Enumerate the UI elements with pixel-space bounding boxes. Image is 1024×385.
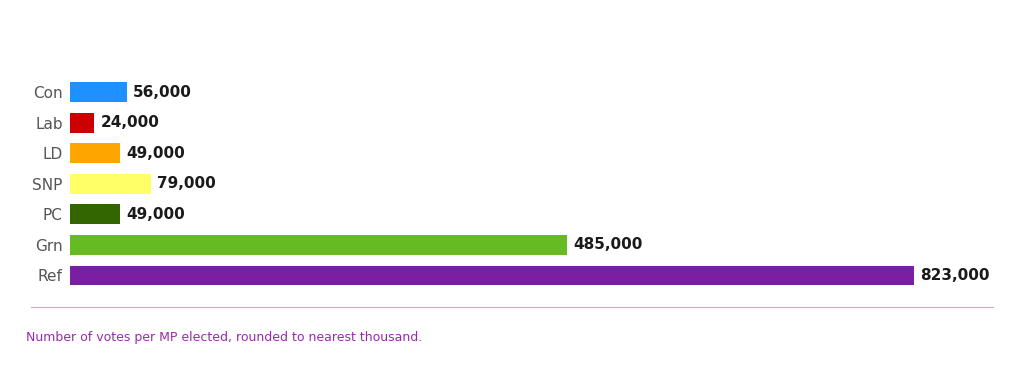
Bar: [70, 204, 120, 224]
Text: Number of votes per MP elected, rounded to nearest thousand.: Number of votes per MP elected, rounded …: [26, 331, 422, 344]
Bar: [70, 113, 94, 133]
Text: 485,000: 485,000: [573, 238, 643, 253]
Text: 49,000: 49,000: [126, 207, 184, 222]
Text: 56,000: 56,000: [133, 85, 193, 100]
Text: Votes per seat: Votes per seat: [26, 32, 230, 56]
Bar: [70, 143, 120, 163]
Bar: [70, 82, 127, 102]
Bar: [70, 235, 567, 255]
Text: 79,000: 79,000: [157, 176, 216, 191]
Bar: [70, 174, 151, 194]
Text: 24,000: 24,000: [100, 115, 160, 130]
Bar: [70, 266, 914, 285]
Text: 49,000: 49,000: [126, 146, 184, 161]
Text: 823,000: 823,000: [921, 268, 990, 283]
